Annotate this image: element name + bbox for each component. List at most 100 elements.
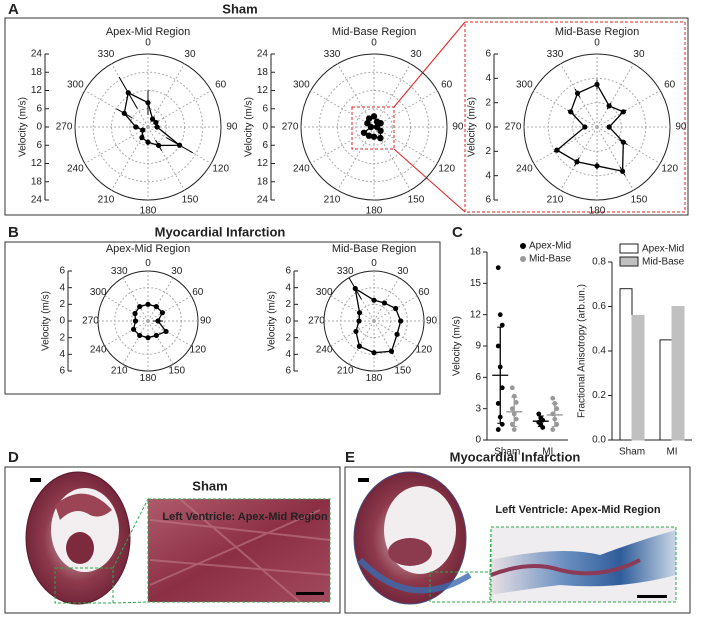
- data-point: [388, 348, 395, 354]
- y-tick-label: 0.6: [592, 301, 606, 312]
- y-tick-label: 2: [485, 146, 491, 157]
- data-point: [499, 322, 505, 328]
- y-axis-label: Velocity (m/s): [467, 97, 478, 157]
- data-point: [509, 406, 515, 412]
- angle-grid: [147, 320, 174, 365]
- y-axis-label: Velocity (m/s): [452, 316, 463, 376]
- zoom-connector: [393, 148, 466, 213]
- angle-label: 120: [661, 164, 678, 175]
- data-line: [354, 287, 402, 354]
- angle-label: 150: [631, 194, 648, 205]
- legend-marker: [520, 256, 526, 262]
- y-tick-label: 4: [59, 282, 65, 293]
- grid-circle: [92, 71, 204, 183]
- angle-label: 90: [426, 316, 438, 327]
- data-point: [352, 285, 358, 292]
- y-tick-label: 2: [285, 332, 291, 343]
- y-tick-label: 4: [285, 349, 291, 360]
- angle-label: 0: [145, 258, 151, 269]
- data-point: [495, 401, 501, 406]
- data-point: [163, 328, 169, 335]
- y-tick-label: 18: [31, 67, 43, 78]
- angle-label: 240: [316, 344, 333, 355]
- angle-label: 60: [664, 80, 676, 91]
- data-point: [370, 113, 378, 120]
- y-axis-label: Fractional Anisotropy (arb.un.): [577, 284, 588, 418]
- y-axis-label: Velocity (m/s): [18, 97, 29, 157]
- data-point: [153, 303, 159, 310]
- x-tick-label: Sham: [619, 447, 645, 458]
- data-point: [159, 310, 166, 316]
- histology-sham: [25, 471, 331, 605]
- data-line: [555, 83, 625, 173]
- y-tick-label: 6: [285, 266, 291, 277]
- data-point: [371, 350, 377, 356]
- data-point: [360, 129, 368, 136]
- angle-label: 210: [547, 194, 564, 205]
- angle-label: 330: [547, 49, 564, 60]
- panel-letter: A: [8, 1, 19, 18]
- angle-label: 300: [67, 80, 84, 91]
- y-tick-label: 6: [285, 366, 291, 377]
- data-point: [606, 124, 612, 130]
- angle-label: 0: [371, 38, 377, 49]
- data-point: [156, 142, 162, 149]
- y-tick-label: 12: [31, 158, 43, 169]
- angle-label: 210: [111, 365, 128, 376]
- legend-label: Mid-Base: [529, 254, 572, 265]
- angle-label: 0: [371, 258, 377, 269]
- data-point: [377, 127, 384, 135]
- y-axis-label: Velocity (m/s): [244, 97, 255, 157]
- angle-grid: [373, 277, 400, 322]
- angle-label: 330: [324, 49, 341, 60]
- y-tick-label: 24: [257, 49, 269, 60]
- y-tick-label: 18: [257, 176, 269, 187]
- y-tick-label: 2: [59, 332, 65, 343]
- angle-grid: [330, 295, 375, 322]
- angle-label: 150: [182, 194, 199, 205]
- y-tick-label: 0: [285, 316, 291, 327]
- angle-grid: [104, 320, 149, 347]
- data-point: [153, 119, 159, 126]
- angle-grid: [596, 126, 661, 164]
- angle-label: 300: [90, 287, 107, 298]
- y-tick-label: 24: [31, 49, 43, 60]
- panel-frame: [344, 466, 691, 614]
- data-point: [620, 139, 626, 145]
- angle-label: 60: [418, 287, 430, 298]
- data-point: [495, 343, 501, 349]
- y-tick-label: 6: [59, 366, 65, 377]
- y-tick-label: 12: [257, 85, 269, 96]
- angle-grid: [373, 126, 438, 164]
- data-point: [513, 400, 519, 405]
- histology-mi: [353, 471, 677, 605]
- data-point: [365, 132, 373, 139]
- data-point: [606, 103, 612, 109]
- y-tick-label: 4: [485, 73, 491, 84]
- angle-label: 270: [505, 122, 522, 133]
- data-point: [154, 124, 160, 130]
- data-point: [394, 331, 400, 337]
- angle-grid: [596, 126, 634, 191]
- y-tick-label: 0.4: [592, 346, 606, 357]
- data-point: [153, 332, 159, 339]
- data-point: [140, 127, 146, 133]
- x-tick-label: MI: [542, 447, 553, 458]
- data-point: [125, 90, 131, 96]
- chart-title: Mid-Base Region: [332, 26, 416, 38]
- bar: [671, 306, 685, 441]
- legend-label: Mid-Base: [642, 257, 685, 268]
- data-point: [620, 109, 626, 115]
- angle-grid: [122, 277, 149, 322]
- angle-label: 150: [168, 365, 185, 376]
- angle-label: 90: [200, 316, 212, 327]
- y-tick-label: 4: [485, 170, 491, 181]
- data-point: [139, 134, 145, 141]
- angle-label: 150: [408, 194, 425, 205]
- angle-grid: [596, 90, 661, 128]
- angle-label: 120: [438, 164, 455, 175]
- y-tick-label: 12: [470, 309, 482, 320]
- panel-title: Myocardial Infarction: [155, 224, 286, 239]
- angle-label: 120: [415, 344, 432, 355]
